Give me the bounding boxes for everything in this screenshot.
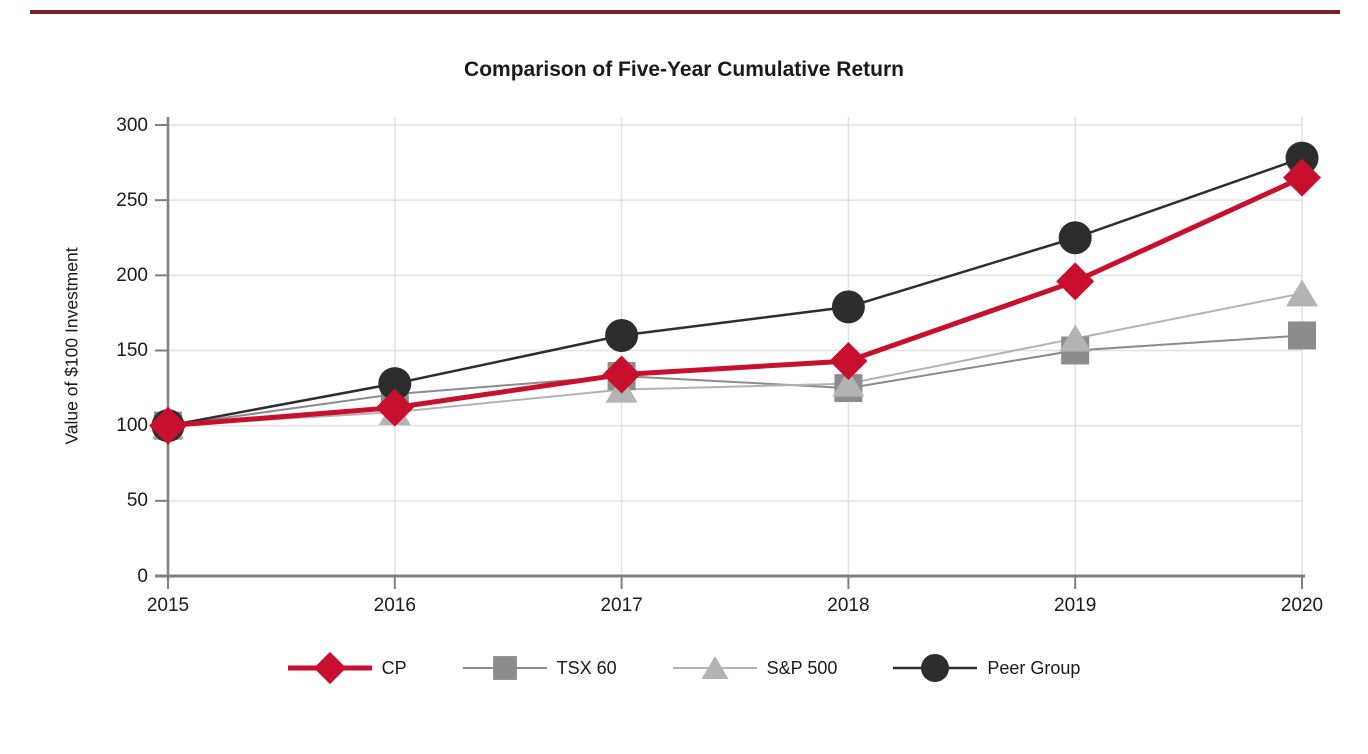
triangle-marker-s-p-500 — [1059, 324, 1092, 352]
diamond-marker-cp — [829, 342, 868, 381]
x-tick-label: 2020 — [1280, 595, 1324, 616]
diamond-marker-cp — [1056, 262, 1095, 301]
circle-marker-peer-group — [1285, 141, 1319, 175]
legend-label: Peer Group — [987, 657, 1081, 678]
triangle-marker-s-p-500 — [832, 369, 865, 397]
legend-label: S&P 500 — [766, 657, 838, 678]
diamond-marker-cp — [1283, 158, 1321, 197]
legend-item-s-p-500: S&P 500 — [672, 648, 838, 688]
y-tick-label: 300 — [116, 114, 148, 136]
top-rule — [30, 10, 1340, 14]
diamond-marker-cp — [149, 406, 187, 445]
series-line-s-p-500 — [167, 292, 1303, 427]
legend-swatch — [462, 656, 547, 680]
x-tick-label: 2017 — [600, 595, 643, 616]
circle-marker-legend — [921, 653, 950, 683]
legend-item-tsx-60: TSX 60 — [462, 648, 617, 688]
y-tick-label: 100 — [116, 415, 148, 437]
triangle-marker-legend — [701, 656, 729, 680]
square-marker-legend — [492, 656, 517, 680]
x-tick-label: 2018 — [827, 595, 870, 616]
diamond-marker-legend — [313, 651, 346, 685]
circle-marker-peer-group — [605, 318, 639, 352]
legend-swatch — [893, 653, 978, 683]
legend-item-cp: CP — [287, 648, 407, 688]
legend-swatch — [287, 651, 372, 685]
legend-label: TSX 60 — [556, 657, 617, 678]
diamond-marker-cp — [375, 388, 414, 427]
y-tick-label: 250 — [116, 189, 148, 211]
legend-swatch — [672, 656, 757, 680]
x-tick-label: 2019 — [1054, 595, 1097, 616]
series-line-cp — [167, 175, 1304, 429]
legend: CP TSX 60 S&P 500 Peer Group — [0, 648, 1368, 688]
y-tick-label: 150 — [116, 340, 148, 361]
series-line-peer-group — [167, 156, 1303, 427]
chart-title: Comparison of Five-Year Cumulative Retur… — [464, 58, 904, 81]
diamond-marker-cp — [602, 355, 641, 394]
legend-item-peer-group: Peer Group — [893, 648, 1080, 688]
circle-marker-peer-group — [378, 367, 412, 401]
circle-marker-peer-group — [831, 290, 865, 324]
series-line-tsx-60 — [167, 334, 1303, 427]
legend-label: CP — [381, 657, 407, 678]
y-tick-label: 0 — [137, 565, 148, 587]
x-tick-label: 2015 — [146, 595, 190, 616]
y-tick-label: 200 — [116, 264, 148, 286]
x-tick-label: 2016 — [373, 595, 416, 616]
circle-marker-peer-group — [1058, 221, 1092, 255]
triangle-marker-s-p-500 — [1286, 279, 1318, 307]
square-marker-tsx-60 — [1288, 321, 1316, 350]
y-tick-label: 50 — [126, 490, 148, 512]
